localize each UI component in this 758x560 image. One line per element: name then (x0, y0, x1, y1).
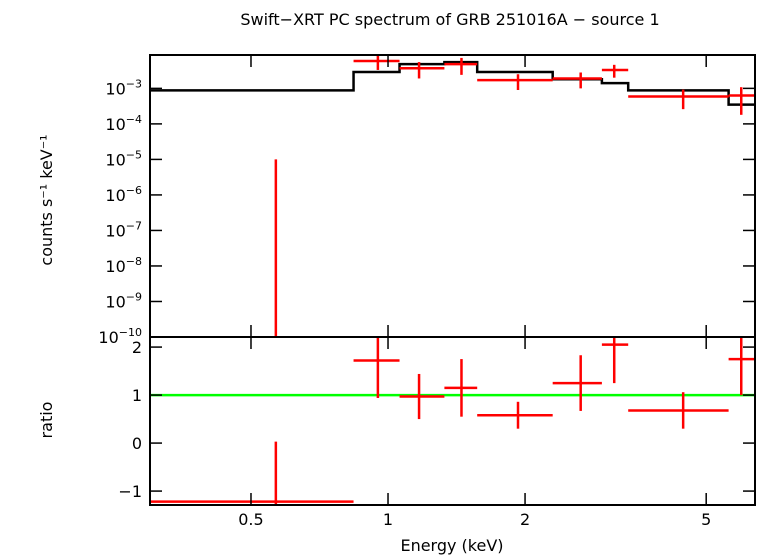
x-tick-label: 5 (701, 510, 711, 529)
y-axis-label: counts s⁻¹ keV⁻¹ (37, 134, 56, 265)
plot-frame (149, 336, 756, 506)
y-tick-label: 10−4 (105, 113, 142, 134)
y-tick-label: 0 (132, 434, 142, 453)
y-tick-label: 10−9 (105, 290, 142, 311)
x-tick-label: 1 (383, 510, 393, 529)
y-tick-label: −1 (118, 482, 142, 501)
y-tick-label: 10−8 (105, 255, 142, 276)
y-tick-label: 10−5 (105, 148, 142, 169)
model-step (150, 60, 755, 106)
y-tick-label: 10−7 (105, 219, 142, 240)
plot-area (150, 55, 755, 337)
y-tick-label: 1 (132, 386, 142, 405)
plot-area (150, 337, 755, 505)
x-tick-label: 0.5 (238, 510, 263, 529)
y-axis-label: ratio (37, 402, 56, 439)
y-tick-label: 10−6 (105, 184, 142, 205)
y-tick-label: 2 (132, 338, 142, 357)
chart-title: Swift−XRT PC spectrum of GRB 251016A − s… (240, 10, 659, 29)
y-tick-label: 10−10 (98, 326, 142, 347)
x-tick-label: 2 (520, 510, 530, 529)
y-tick-label: 10−3 (105, 77, 142, 98)
x-axis-label: Energy (keV) (400, 536, 503, 555)
